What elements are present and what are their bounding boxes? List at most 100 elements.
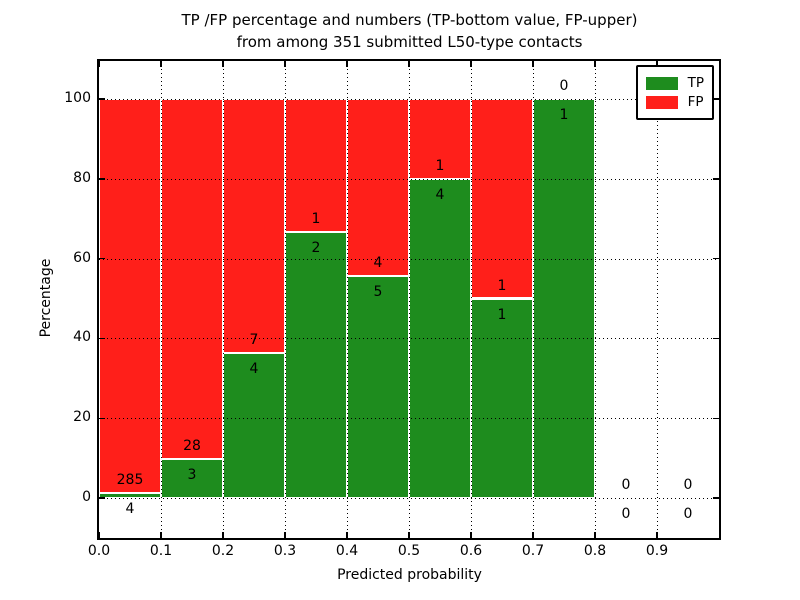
tp-bar — [347, 276, 409, 499]
tp-count-label: 1 — [559, 106, 569, 123]
x-tick-label: 0.5 — [397, 543, 421, 559]
tp-legend-swatch — [645, 76, 678, 90]
y-tick-label: 100 — [64, 89, 91, 106]
y-tick-left — [99, 257, 105, 260]
x-gridline — [161, 61, 162, 538]
x-tick-bottom — [656, 532, 658, 538]
x-tick-label: 0.7 — [521, 543, 545, 559]
x-gridline — [471, 61, 472, 538]
x-tick-bottom — [98, 532, 100, 538]
x-tick-bottom — [408, 532, 410, 538]
y-tick-right — [713, 417, 719, 419]
tp-count-label: 0 — [621, 506, 631, 523]
fp-bar — [347, 98, 409, 277]
x-tick-bottom — [594, 532, 596, 538]
fp-bar — [409, 98, 471, 179]
x-tick-bottom — [284, 532, 286, 538]
fp-legend-swatch — [645, 95, 678, 109]
fp-count-label: 1 — [311, 210, 321, 227]
y-axis-title: Percentage — [38, 258, 54, 338]
x-tick-top — [470, 61, 472, 67]
x-tick-label: 0.9 — [645, 543, 669, 559]
fp-bar — [471, 98, 533, 299]
x-tick-bottom — [532, 532, 534, 538]
y-tick-left — [99, 98, 105, 100]
y-tick-left — [99, 497, 105, 499]
tp-bar — [471, 298, 533, 499]
fp-count-label: 7 — [249, 331, 259, 348]
fp-bar — [223, 98, 285, 353]
chart-title-line2: from among 351 submitted L50-type contac… — [236, 33, 583, 51]
chart-title: TP /FP percentage and numbers (TP-bottom… — [99, 9, 720, 53]
y-tick-right — [713, 337, 719, 340]
tp-count-label: 4 — [125, 500, 135, 517]
legend-entry-fp: FP — [645, 94, 704, 110]
y-tick-right — [713, 497, 719, 499]
y-tick-right — [713, 178, 719, 180]
x-tick-top — [656, 61, 658, 67]
fp-count-label: 28 — [183, 438, 201, 455]
y-tick-label: 40 — [73, 329, 91, 346]
tp-bar — [533, 98, 595, 499]
legend-entry-tp: TP — [645, 75, 704, 91]
y-tick-label: 20 — [73, 409, 91, 426]
y-tick-left — [99, 178, 105, 180]
y-tick-label: 60 — [73, 249, 91, 266]
x-axis-title: Predicted probability — [337, 567, 482, 583]
x-tick-label: 0.0 — [87, 543, 111, 559]
x-tick-top — [160, 61, 162, 67]
x-tick-bottom — [470, 532, 472, 538]
x-gridline — [533, 61, 534, 538]
tp-bar — [99, 492, 161, 499]
y-tick-label: 80 — [73, 169, 91, 186]
x-tick-top — [532, 61, 534, 67]
tp-count-label: 4 — [249, 360, 259, 377]
x-tick-label: 0.3 — [273, 543, 297, 559]
plot-area: TP FP 285 4 28 3 7 4 1 2 4 5 1 4 1 1 0 1 0 0 0 0 — [97, 59, 721, 540]
fp-count-label: 1 — [497, 277, 507, 294]
x-tick-label: 0.4 — [335, 543, 359, 559]
tp-count-label: 1 — [497, 306, 507, 323]
tp-bar — [285, 231, 347, 499]
x-tick-top — [594, 61, 596, 67]
fp-count-label: 0 — [559, 77, 569, 94]
tp-count-label: 3 — [187, 467, 197, 484]
fp-count-label: 0 — [683, 477, 693, 494]
fp-bar — [99, 98, 161, 493]
x-tick-top — [346, 61, 348, 67]
y-tick-left — [99, 337, 105, 340]
fp-count-label: 285 — [116, 471, 144, 488]
fp-count-label: 0 — [621, 477, 631, 494]
x-tick-label: 0.6 — [459, 543, 483, 559]
fp-bar — [161, 98, 223, 460]
tp-count-label: 0 — [683, 506, 693, 523]
fp-legend-label: FP — [687, 94, 704, 110]
x-gridline — [657, 61, 658, 538]
x-tick-bottom — [346, 532, 348, 538]
legend: TP FP — [635, 65, 714, 120]
y-tick-right — [713, 257, 719, 260]
x-tick-label: 0.2 — [211, 543, 235, 559]
chart-title-line1: TP /FP percentage and numbers (TP-bottom… — [181, 11, 638, 29]
x-gridline — [223, 61, 224, 538]
x-tick-bottom — [222, 532, 224, 538]
y-tick-label: 0 — [82, 489, 91, 506]
fp-count-label: 1 — [435, 157, 445, 174]
x-tick-top — [284, 61, 286, 67]
x-tick-top — [408, 61, 410, 67]
x-tick-top — [222, 61, 224, 67]
x-gridline — [285, 61, 286, 538]
y-tick-right — [713, 98, 719, 100]
y-tick-left — [99, 417, 105, 419]
tp-count-label: 5 — [373, 284, 383, 301]
x-gridline — [595, 61, 596, 538]
tp-count-label: 2 — [311, 239, 321, 256]
tp-legend-label: TP — [687, 75, 704, 91]
x-gridline — [409, 61, 410, 538]
x-gridline — [347, 61, 348, 538]
x-tick-bottom — [160, 532, 162, 538]
tp-count-label: 4 — [435, 186, 445, 203]
x-tick-top — [98, 61, 100, 67]
fp-count-label: 4 — [373, 255, 383, 272]
